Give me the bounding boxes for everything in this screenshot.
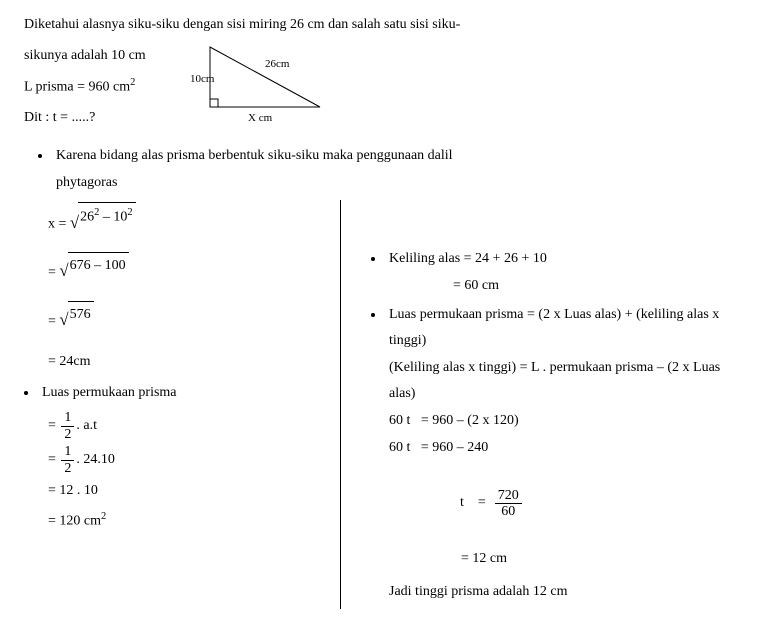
luas-step-4: = 120 cm2	[48, 507, 324, 535]
dit-line: Dit : t = .....?	[24, 105, 146, 132]
two-column-work: x = √ 262 – 102 = √676 – 100 = √576 = 24…	[24, 200, 744, 609]
bullet1-text: Karena bidang alas prisma berbentuk siku…	[56, 148, 453, 163]
triangle-label-hyp: 26cm	[265, 58, 290, 70]
luas-step-3: = 12 . 10	[48, 478, 324, 505]
column-divider	[340, 200, 341, 609]
intro-line-1: Diketahui alasnya siku-siku dengan sisi …	[24, 12, 744, 39]
x-step-4: = 24cm	[48, 349, 324, 376]
triangle-label-base: X cm	[248, 112, 273, 124]
calc-line-result: = 12 cm	[461, 546, 744, 573]
l-prisma: L prisma = 960 cm2	[24, 73, 146, 101]
calc-line-2: 60 t = 960 – 240	[389, 435, 744, 462]
calc-line-1: 60 t = 960 – (2 x 120)	[389, 408, 744, 435]
bullet1-text-b: phytagoras	[56, 170, 744, 197]
luas-permukaan-prisma: Luas permukaan prisma = (2 x Luas alas) …	[385, 302, 744, 606]
luas-formula-2: = 12. 24.10	[48, 444, 324, 476]
bullet2-text: Luas permukaan prisma	[38, 380, 324, 407]
bullet-pythagoras: Karena bidang alas prisma berbentuk siku…	[24, 143, 744, 196]
triangle-label-vertical: 10cm	[190, 73, 215, 85]
keliling-alas: Keliling alas = 24 + 26 + 10 = 60 cm	[385, 246, 744, 299]
x-step-2: = √676 – 100	[48, 252, 324, 286]
triangle-diagram: 10cm 26cm X cm	[170, 37, 340, 140]
right-column: Keliling alas = 24 + 26 + 10 = 60 cm Lua…	[353, 200, 744, 609]
luas-formula-1: = 12. a.t	[48, 410, 324, 442]
x-equation: x = √ 262 – 102	[48, 202, 324, 238]
conclusion: Jadi tinggi prisma adalah 12 cm	[389, 579, 744, 606]
x-step-3: = √576	[48, 301, 324, 335]
problem-statement: Diketahui alasnya siku-siku dengan sisi …	[24, 12, 744, 139]
bullet-luas-permukaan: Luas permukaan prisma	[24, 380, 324, 407]
left-column: x = √ 262 – 102 = √676 – 100 = √576 = 24…	[24, 200, 340, 609]
calc-line-t: t = 72060	[389, 461, 744, 546]
intro-line-2: sikunya adalah 10 cm	[24, 43, 146, 70]
